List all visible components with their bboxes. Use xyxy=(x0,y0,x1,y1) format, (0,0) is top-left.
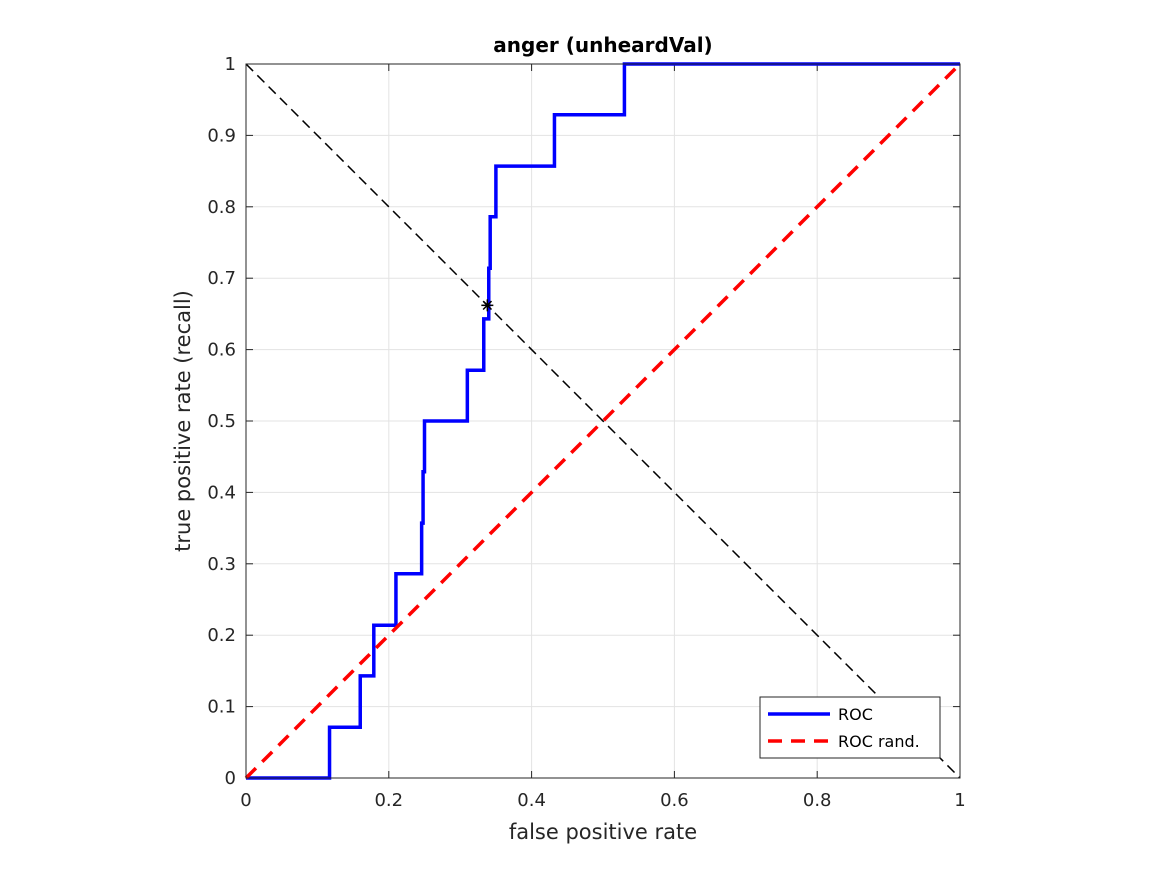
x-tick-label: 0.4 xyxy=(517,790,546,811)
roc-curve-line xyxy=(246,62,960,780)
legend-label-roc: ROC xyxy=(838,705,873,724)
y-tick-label: 0.9 xyxy=(207,125,236,146)
axes-box xyxy=(245,63,961,779)
x-axis-label: false positive rate xyxy=(509,820,697,844)
y-tick-label: 0.6 xyxy=(207,340,236,361)
y-tick-label: 0.7 xyxy=(207,268,236,289)
legend-label-roc-rand: ROC rand. xyxy=(838,732,920,751)
x-tick-label: 0 xyxy=(240,790,251,811)
y-tick-label: 0.4 xyxy=(207,482,236,503)
x-tick-label: 1 xyxy=(954,790,965,811)
plot-lines xyxy=(244,62,962,780)
y-tick-label: 0.1 xyxy=(207,697,236,718)
legend-box xyxy=(759,696,941,759)
y-tick-label: 0 xyxy=(225,768,236,789)
roc-random-line xyxy=(244,62,962,780)
reference-diagonal-line xyxy=(245,63,961,779)
x-tick-label: 0.8 xyxy=(803,790,832,811)
x-tick-label: 0.6 xyxy=(660,790,689,811)
operating-point-marker xyxy=(481,299,494,312)
y-tick-label: 1 xyxy=(225,54,236,75)
y-tick-label: 0.2 xyxy=(207,625,236,646)
legend: ROC ROC rand. xyxy=(759,696,941,759)
x-tick-label: 0.2 xyxy=(374,790,403,811)
y-axis-label: true positive rate (recall) xyxy=(171,290,195,552)
chart-title: anger (unheardVal) xyxy=(493,33,712,57)
y-tick-label: 0.8 xyxy=(207,197,236,218)
grid xyxy=(246,64,960,778)
marker-stroke xyxy=(482,300,493,311)
y-tick-label: 0.3 xyxy=(207,554,236,575)
tick-labels: 0 0.2 0.4 0.6 0.8 1 0 0.1 0.2 0.3 0.4 0.5 0.6 0.7 0.8 0… xyxy=(207,54,965,811)
y-tick-label: 0.5 xyxy=(207,411,236,432)
